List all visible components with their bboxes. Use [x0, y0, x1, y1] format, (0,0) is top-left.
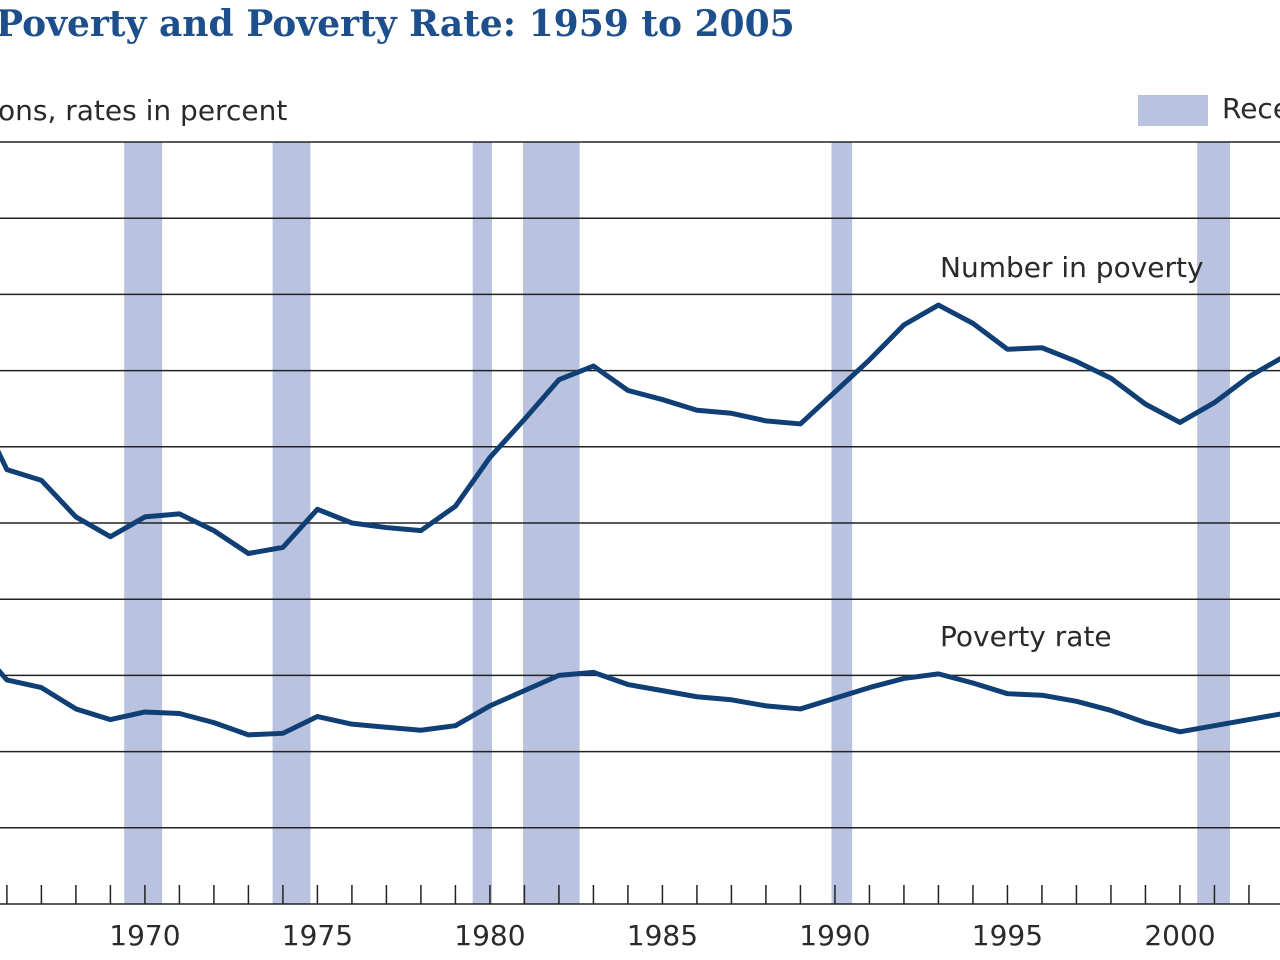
- x-tick-label: 1985: [627, 919, 698, 952]
- data-line: [0, 668, 1280, 738]
- series-annotation: Number in poverty: [940, 251, 1204, 284]
- chart-subtitle: ons, rates in percent: [0, 94, 287, 127]
- x-tick-label: 1975: [282, 919, 353, 952]
- x-tick-label: 2000: [1144, 919, 1215, 952]
- series-annotation: Poverty rate: [940, 620, 1112, 653]
- x-tick-label: 1995: [972, 919, 1043, 952]
- chart-title: Poverty and Poverty Rate: 1959 to 2005: [0, 3, 795, 45]
- x-tick-label: 1990: [799, 919, 870, 952]
- data-line: [0, 302, 1280, 556]
- legend-swatch: [1138, 95, 1208, 126]
- x-tick-label: 1970: [109, 919, 180, 952]
- x-tick-label: 1980: [454, 919, 525, 952]
- legend-label: Rece: [1222, 92, 1280, 125]
